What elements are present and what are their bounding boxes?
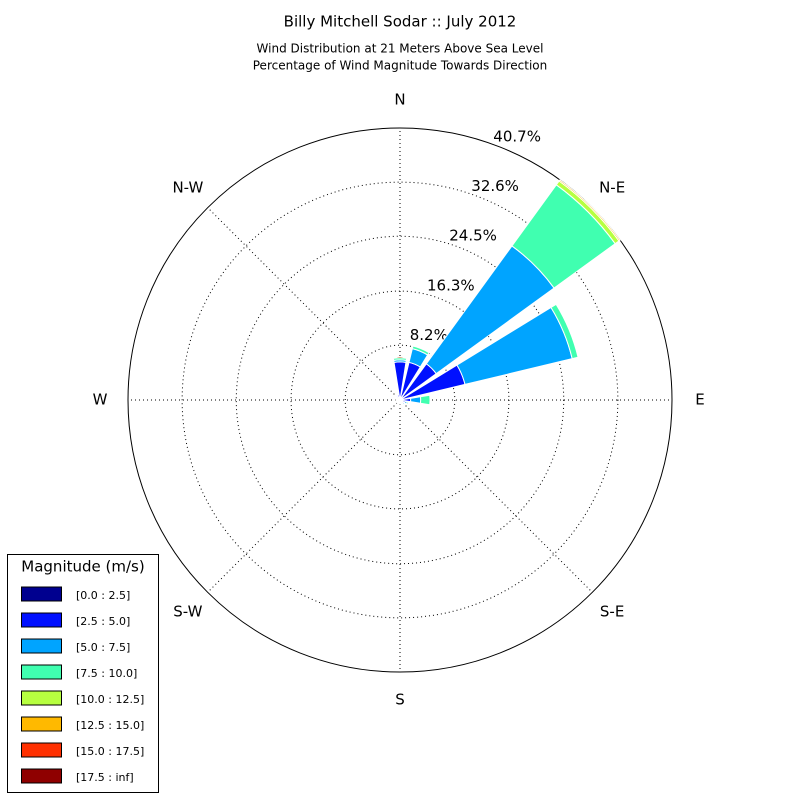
wind-bar [558, 179, 621, 242]
wind-bar [392, 357, 408, 361]
legend-swatch [21, 638, 62, 654]
legend-swatch [21, 586, 62, 602]
legend-label: [5.0 : 7.5] [76, 641, 130, 654]
direction-label: N-E [599, 178, 625, 196]
wind-bar [419, 394, 431, 406]
grid-circle [344, 344, 456, 456]
legend-label: [15.0 : 17.5] [76, 745, 144, 758]
wind-bar [550, 303, 579, 360]
grid-line [399, 399, 593, 593]
r-tick-label: 32.6% [471, 177, 519, 195]
legend-swatch [21, 690, 62, 706]
direction-label: N-W [172, 178, 203, 196]
legend-swatch [21, 768, 62, 784]
legend-label: [2.5 : 5.0] [76, 615, 130, 628]
legend-swatch [21, 742, 62, 758]
legend-title: Magnitude (m/s) [21, 558, 144, 576]
grid-line [207, 399, 401, 593]
direction-label: S [395, 691, 405, 709]
r-tick-label: 40.7% [493, 127, 541, 145]
legend-label: [12.5 : 15.0] [76, 719, 144, 732]
legend-swatch [21, 716, 62, 732]
legend-swatch [21, 612, 62, 628]
direction-label: E [695, 391, 704, 409]
outer-circle [127, 127, 673, 673]
wind-bar [401, 401, 406, 406]
legend-label: [0.0 : 2.5] [76, 589, 130, 602]
legend-swatch [21, 664, 62, 680]
grid-circle [181, 181, 619, 619]
legend-label: [7.5 : 10.0] [76, 667, 137, 680]
r-tick-label: 8.2% [410, 326, 448, 344]
grid-line [207, 207, 401, 401]
wind-bar [409, 396, 422, 404]
chart-subtitle: Percentage of Wind Magnitude Towards Dir… [253, 59, 547, 73]
r-tick-label: 16.3% [427, 276, 475, 294]
direction-label: S-W [173, 603, 202, 621]
legend-label: [10.0 : 12.5] [76, 693, 144, 706]
r-tick-label: 24.5% [449, 226, 497, 244]
chart-title: Billy Mitchell Sodar :: July 2012 [284, 13, 517, 31]
direction-label: S-E [600, 603, 624, 621]
wind-bar [405, 401, 410, 406]
wind-bar [411, 345, 430, 356]
direction-label: N [394, 91, 405, 109]
grid-circle [235, 235, 565, 565]
chart-subtitle: Wind Distribution at 21 Meters Above Sea… [257, 42, 544, 56]
legend-label: [17.5 : inf] [76, 771, 134, 784]
direction-label: W [93, 391, 108, 409]
wind-bar [396, 393, 400, 397]
